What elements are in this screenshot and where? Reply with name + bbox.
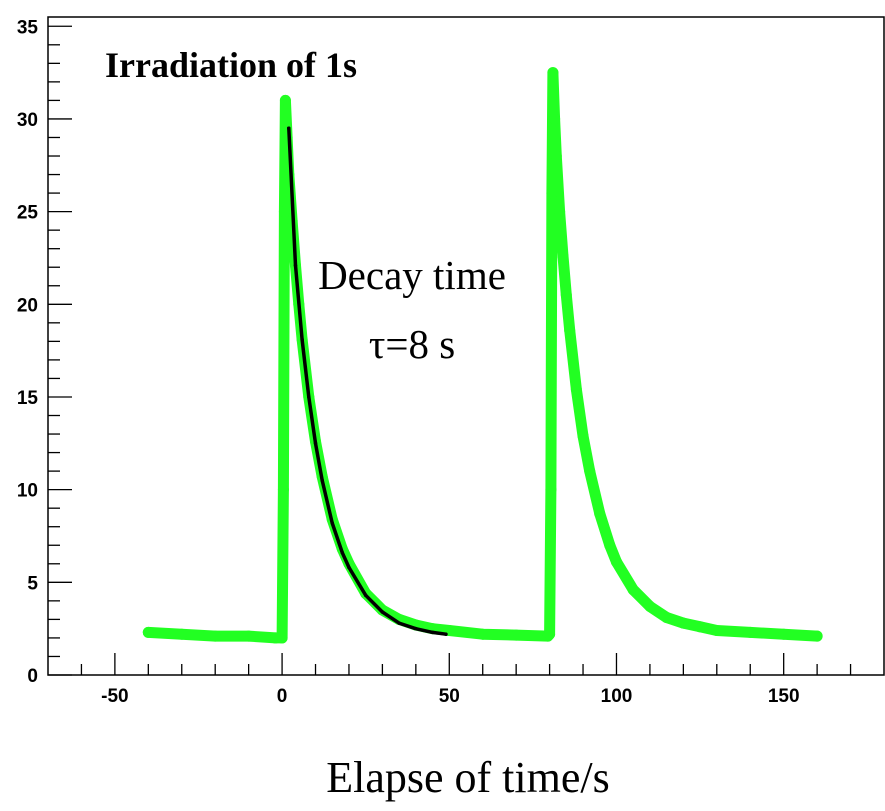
fit-point xyxy=(363,593,368,598)
measured-point xyxy=(594,508,606,520)
x-tick-label: -50 xyxy=(101,686,128,707)
x-tick-label: 50 xyxy=(439,686,460,707)
measured-point xyxy=(549,113,561,125)
measured-point xyxy=(546,187,558,199)
measured-point xyxy=(644,600,656,612)
fit-point xyxy=(293,263,298,268)
measured-point xyxy=(570,384,582,396)
y-tick-label: 35 xyxy=(17,17,39,38)
measured-point xyxy=(176,628,188,640)
fit-point xyxy=(287,126,291,130)
y-tick-label: 25 xyxy=(17,203,39,224)
fit-point xyxy=(414,626,418,631)
measured-point xyxy=(661,612,673,624)
fit-point xyxy=(430,630,435,635)
y-tick-label: 5 xyxy=(27,573,38,594)
measured-point xyxy=(694,621,706,633)
measured-point xyxy=(545,484,557,496)
chart-title: Irradiation of 1s xyxy=(105,45,357,85)
measured-point xyxy=(744,626,756,638)
measured-point xyxy=(279,94,291,106)
plot-frame xyxy=(47,16,885,676)
series-layer xyxy=(142,67,823,644)
measured-point xyxy=(544,628,556,640)
measured-point xyxy=(778,628,790,640)
series-measured-line xyxy=(142,67,823,644)
fit-point xyxy=(380,610,385,614)
measured-point xyxy=(604,539,616,551)
fit-point xyxy=(444,632,448,636)
measured-point xyxy=(547,67,559,79)
fit-point xyxy=(307,395,311,399)
measured-point xyxy=(610,556,622,568)
measured-point xyxy=(564,324,576,336)
x-tick-label: 0 xyxy=(277,686,288,707)
x-axis-label: Elapse of time/s xyxy=(326,753,610,802)
measured-point xyxy=(278,206,290,218)
measured-point xyxy=(550,150,562,162)
y-tick-label: 30 xyxy=(17,110,38,131)
annotation-decay-time: Decay time xyxy=(318,252,506,298)
y-tick-label: 15 xyxy=(17,388,39,409)
measured-point xyxy=(277,484,289,496)
measured-point xyxy=(711,625,723,637)
y-tick-label: 0 xyxy=(27,666,38,687)
y-tick-label: 10 xyxy=(17,481,38,502)
measured-point xyxy=(142,626,154,638)
x-tick-label: 100 xyxy=(601,686,633,707)
fit-point xyxy=(313,441,318,446)
measured-point xyxy=(811,630,823,642)
measured-point xyxy=(554,206,566,218)
annotation-tau: τ=8 s xyxy=(369,321,455,367)
measured-point xyxy=(209,630,221,642)
measured-point xyxy=(584,465,596,477)
y-axis-ticks: 0 5 10 15 20 25 30 35 xyxy=(17,17,72,687)
measured-point xyxy=(510,629,522,641)
fit-point xyxy=(347,565,351,570)
fit-point xyxy=(340,550,345,555)
fit-point xyxy=(330,521,334,525)
measured-point xyxy=(276,632,288,644)
x-axis-ticks: -50 0 50 100 150 xyxy=(80,653,852,707)
measured-point xyxy=(557,250,569,262)
measured-point xyxy=(477,628,489,640)
measured-point xyxy=(560,289,572,301)
measured-point xyxy=(677,617,689,629)
measured-point xyxy=(627,584,639,596)
x-tick-label: 150 xyxy=(768,686,800,707)
fit-point xyxy=(397,621,401,625)
y-tick-label: 20 xyxy=(17,295,38,316)
measured-point xyxy=(577,430,589,442)
measured-point xyxy=(243,630,255,642)
fit-point xyxy=(300,337,304,342)
fit-point xyxy=(320,478,324,483)
